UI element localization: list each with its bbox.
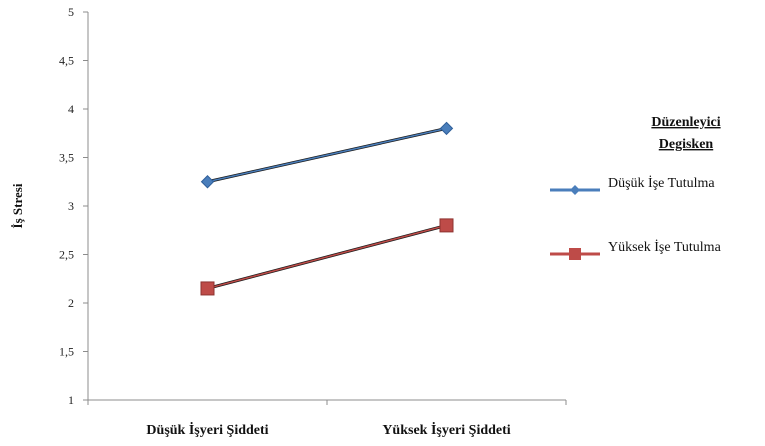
legend: Düzenleyici Degisken Düşük İşe Tutulma Yü… (550, 115, 722, 260)
legend-marker (570, 185, 580, 195)
legend-marker (569, 248, 581, 260)
y-tick-label: 3,5 (59, 151, 74, 165)
data-point (200, 175, 215, 189)
y-tick-label: 3 (68, 199, 74, 213)
y-axis-title: İş Stresi (10, 183, 25, 228)
x-tick-label: Yüksek İşyeri Şiddeti (382, 421, 510, 438)
y-tick-label: 4 (68, 102, 74, 116)
y-ticks: 1 1,5 2 2,5 3 3,5 4 4,5 5 (59, 5, 88, 407)
series-line (207, 224, 447, 290)
y-tick-label: 1,5 (59, 345, 74, 359)
series-line (207, 127, 447, 183)
x-ticks: Düşük İşyeri Şiddeti Yüksek İşyeri Şiddet… (87, 400, 567, 438)
legend-items: Düşük İşe Tutulma Yüksek İşe Tutulma (550, 175, 722, 260)
legend-title-line-2: Degisken (659, 137, 714, 152)
y-tick-label: 1 (68, 393, 74, 407)
legend-label: Yüksek İşe Tutulma (608, 239, 722, 255)
legend-label: Düşük İşe Tutulma (608, 175, 715, 191)
plot-area: 1 1,5 2 2,5 3 3,5 4 4,5 5 Düşük İşyeri Şiddeti Yü… (59, 5, 567, 438)
data-point (439, 218, 454, 233)
data-point (200, 281, 215, 296)
series-layer (200, 121, 454, 296)
y-tick-label: 5 (68, 5, 74, 19)
y-tick-label: 2,5 (59, 248, 74, 262)
data-point (439, 121, 454, 136)
y-tick-label: 4,5 (59, 54, 74, 68)
legend-title-line-1: Düzenleyici (651, 115, 720, 130)
x-tick-label: Düşük İşyeri Şiddeti (146, 421, 268, 438)
y-tick-label: 2 (68, 296, 74, 310)
